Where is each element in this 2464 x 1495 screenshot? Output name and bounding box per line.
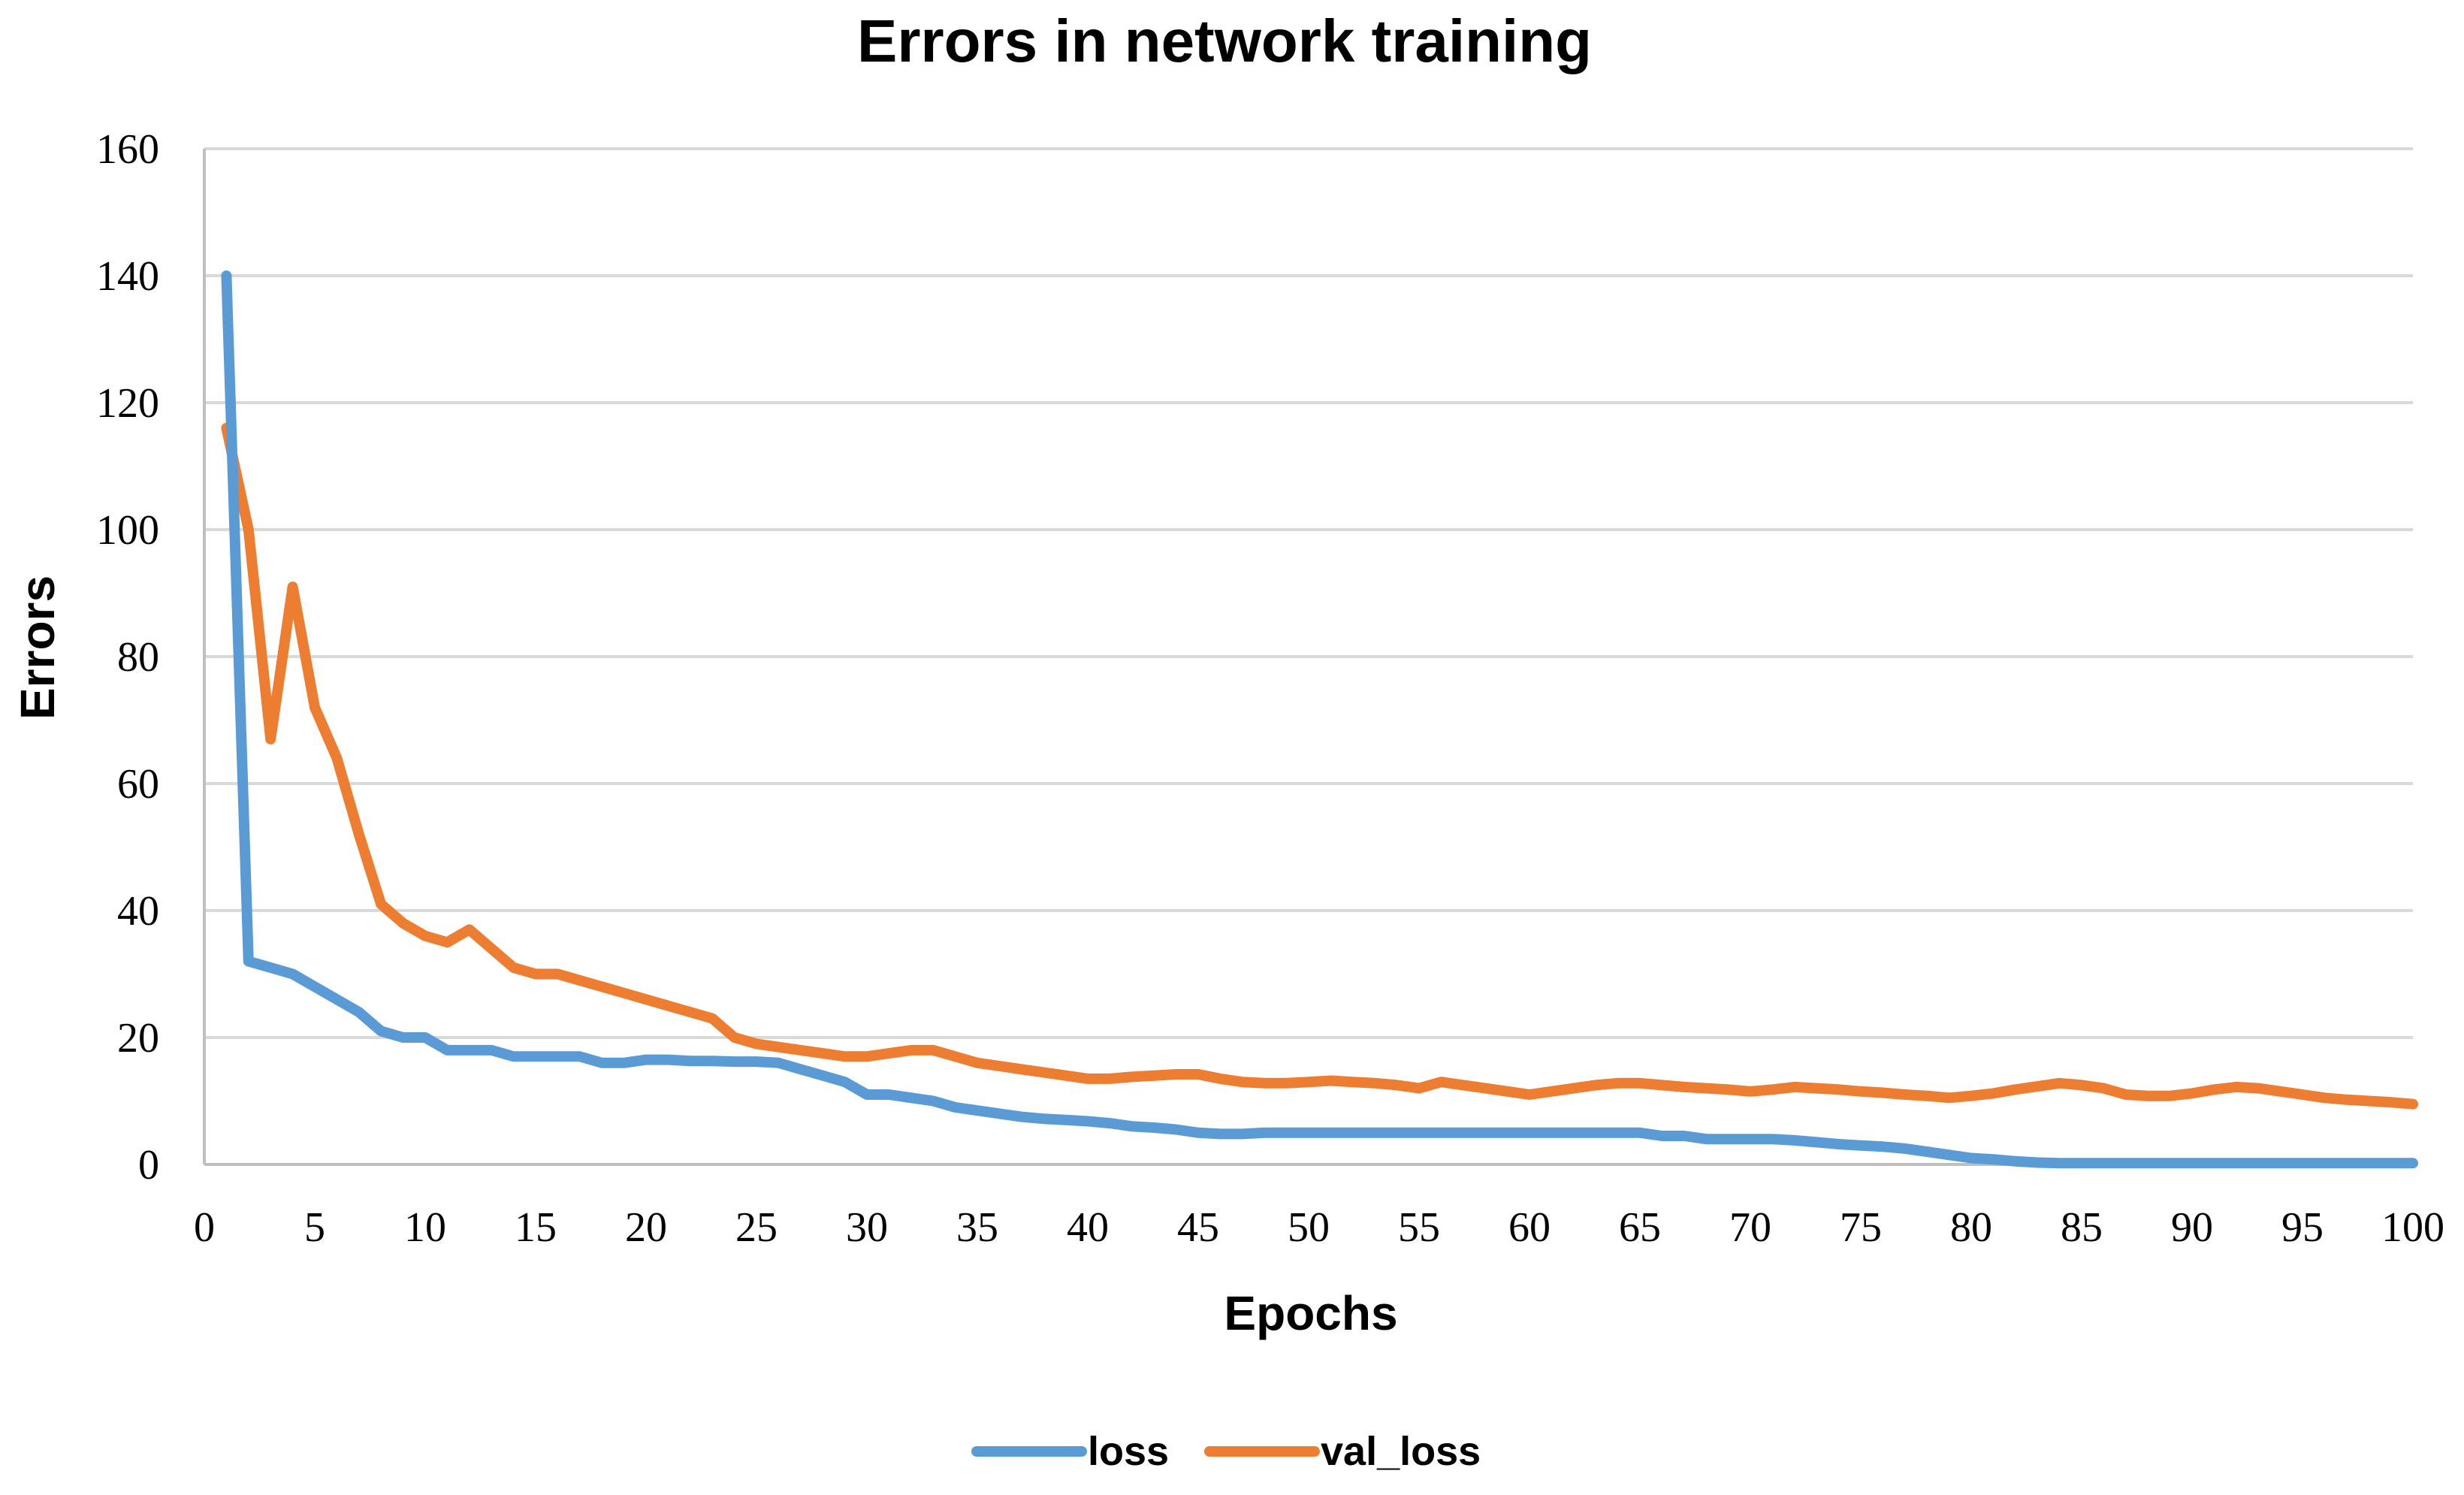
- x-tick-label: 65: [1619, 1204, 1661, 1251]
- series-lines: [221, 270, 2418, 1169]
- x-tick-label: 30: [846, 1204, 888, 1251]
- y-tick-label: 120: [96, 380, 159, 427]
- legend: loss val_loss: [971, 1429, 1481, 1474]
- x-tick-label: 90: [2171, 1204, 2213, 1251]
- gridlines: [204, 147, 2413, 1039]
- series-line-val-loss: [221, 422, 2418, 1110]
- x-tick-label: 75: [1840, 1204, 1882, 1251]
- x-tick-label: 95: [2281, 1204, 2324, 1251]
- x-tick-label: 0: [194, 1204, 215, 1251]
- x-tick-label: 40: [1067, 1204, 1109, 1251]
- y-tick-label: 40: [117, 888, 159, 935]
- x-axis-label: Epochs: [1224, 1286, 1397, 1340]
- x-tick-label: 45: [1177, 1204, 1219, 1251]
- x-tick-label: 80: [1950, 1204, 1992, 1251]
- x-tick-label: 15: [515, 1204, 557, 1251]
- x-tick-label: 25: [735, 1204, 778, 1251]
- legend-label: val_loss: [1321, 1429, 1481, 1474]
- chart-title: Errors in network training: [857, 8, 1592, 74]
- y-axis-label: Errors: [11, 575, 65, 720]
- y-tick-label: 60: [117, 761, 159, 808]
- y-tick-label: 80: [117, 634, 159, 681]
- x-tick-label: 55: [1398, 1204, 1440, 1251]
- x-tick-label: 85: [2061, 1204, 2103, 1251]
- x-tick-label: 35: [956, 1204, 998, 1251]
- y-tick-labels: 0 20 40 60 80 100 120 140 160: [96, 126, 159, 1188]
- y-tick-label: 160: [96, 126, 159, 173]
- x-tick-label: 70: [1729, 1204, 1771, 1251]
- y-tick-label: 20: [117, 1015, 159, 1062]
- x-tick-label: 10: [404, 1204, 446, 1251]
- x-tick-label: 100: [2381, 1204, 2444, 1251]
- y-tick-label: 0: [138, 1142, 159, 1188]
- x-tick-label: 5: [304, 1204, 325, 1251]
- legend-item-loss: loss: [971, 1429, 1169, 1474]
- x-tick-labels: 0 5 10 15 20 25 30 35 40 45 50 55 60 65 70 75 80 85 90 95 10…: [194, 1204, 2444, 1251]
- x-tick-label: 60: [1508, 1204, 1551, 1251]
- series-line-loss: [221, 270, 2418, 1169]
- legend-item-val-loss: val_loss: [1204, 1429, 1481, 1474]
- x-tick-label: 50: [1288, 1204, 1330, 1251]
- x-tick-label: 20: [625, 1204, 667, 1251]
- y-tick-label: 140: [96, 253, 159, 300]
- y-tick-label: 100: [96, 507, 159, 554]
- legend-label: loss: [1088, 1429, 1169, 1474]
